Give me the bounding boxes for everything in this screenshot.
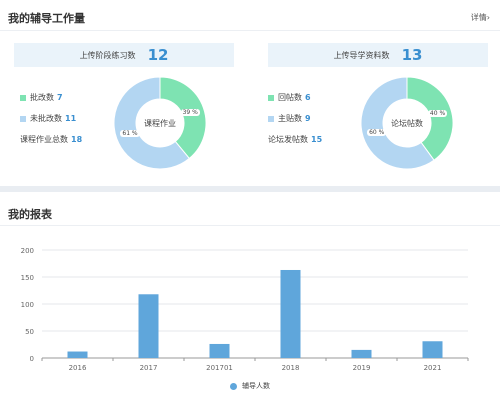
workload-card: 我的辅导工作量 详情› 上传阶段练习数 12 批改数 7 未批改数 11 课程作… [0,0,500,186]
legend-item-posts: 论坛发帖数 15 [268,134,322,145]
legend-item-corrected: 批改数 7 [20,92,63,103]
bar-chart: 0 50 100 150 200 2016 2017 201701 2018 2019 2021 [21,247,469,372]
homework-legend: 批改数 7 未批改数 11 课程作业总数 18 [20,92,120,148]
homework-banner: 上传阶段练习数 12 [14,43,234,67]
chart-legend-label: 辅导人数 [242,382,270,390]
forum-banner-label: 上传导学资料数 [333,50,390,60]
bar[interactable] [280,269,301,358]
forum-legend: 回帖数 6 主贴数 9 论坛发帖数 15 [268,92,368,148]
chart-legend[interactable]: 辅导人数 [0,381,500,391]
x-tick-label: 201701 [206,364,233,372]
bar[interactable] [422,341,443,358]
donut-slice-label: 39 % [180,108,200,116]
legend-item-uncorrected: 未批改数 11 [20,113,76,124]
legend-label: 批改数 [30,93,54,102]
donut-slice[interactable] [360,76,435,170]
legend-label: 回帖数 [278,93,302,102]
donut-slice-label: 61 % [120,130,140,138]
legend-item-topics: 主贴数 9 [268,113,311,124]
forum-donut-center: 论坛帖数 [391,118,423,128]
legend-value: 11 [65,114,77,123]
legend-item-total: 课程作业总数 18 [20,134,82,145]
forum-banner: 上传导学资料数 13 [268,43,488,67]
y-tick-label: 200 [21,247,34,255]
forum-banner-value: 13 [401,46,423,64]
donut-slice[interactable] [113,76,191,170]
bar[interactable] [67,351,88,358]
homework-banner-label: 上传阶段练习数 [79,50,136,60]
report-divider [0,225,500,226]
bar[interactable] [209,343,230,358]
workload-divider [0,30,500,31]
legend-label: 课程作业总数 [20,135,68,144]
legend-swatch-blue [268,115,274,122]
workload-title: 我的辅导工作量 [8,12,85,25]
homework-donut-svg [113,76,207,170]
y-tick-label: 50 [25,328,34,336]
x-tick-label: 2018 [282,364,300,372]
legend-label: 论坛发帖数 [268,135,308,144]
donut-slice-label: 40 % [427,109,448,117]
forum-donut-chart: 论坛帖数 40 % 60 % [360,76,454,170]
forum-donut-svg [360,76,454,170]
x-tick-label: 2021 [424,364,442,372]
legend-dot-icon [230,382,237,390]
x-tick-label: 2016 [69,364,87,372]
legend-value: 7 [57,93,63,102]
report-card: 我的报表 [0,192,500,404]
legend-swatch-blue [20,115,26,122]
x-tick-label: 2019 [353,364,371,372]
report-title: 我的报表 [8,208,52,221]
legend-value: 18 [71,135,83,144]
donut-slice[interactable] [406,76,454,161]
x-tick-label: 2017 [140,364,158,372]
legend-label: 未批改数 [30,114,62,123]
legend-value: 6 [305,93,311,102]
legend-swatch-green [268,94,274,101]
legend-label: 主贴数 [278,114,302,123]
homework-banner-value: 12 [147,46,169,64]
donut-slice-label: 60 % [367,129,387,137]
homework-donut-center: 课程作业 [144,118,176,128]
details-link[interactable]: 详情› [470,13,490,22]
donut-slice[interactable] [159,76,207,160]
bar[interactable] [138,294,159,358]
legend-item-replies: 回帖数 6 [268,92,311,103]
homework-donut-chart: 课程作业 39 % 61 % [113,76,207,170]
bar[interactable] [351,349,372,358]
legend-swatch-green [20,94,26,101]
legend-value: 9 [305,114,311,123]
y-tick-label: 150 [21,274,34,282]
legend-value: 15 [311,135,323,144]
y-tick-label: 0 [30,355,34,363]
y-tick-label: 100 [21,301,34,309]
